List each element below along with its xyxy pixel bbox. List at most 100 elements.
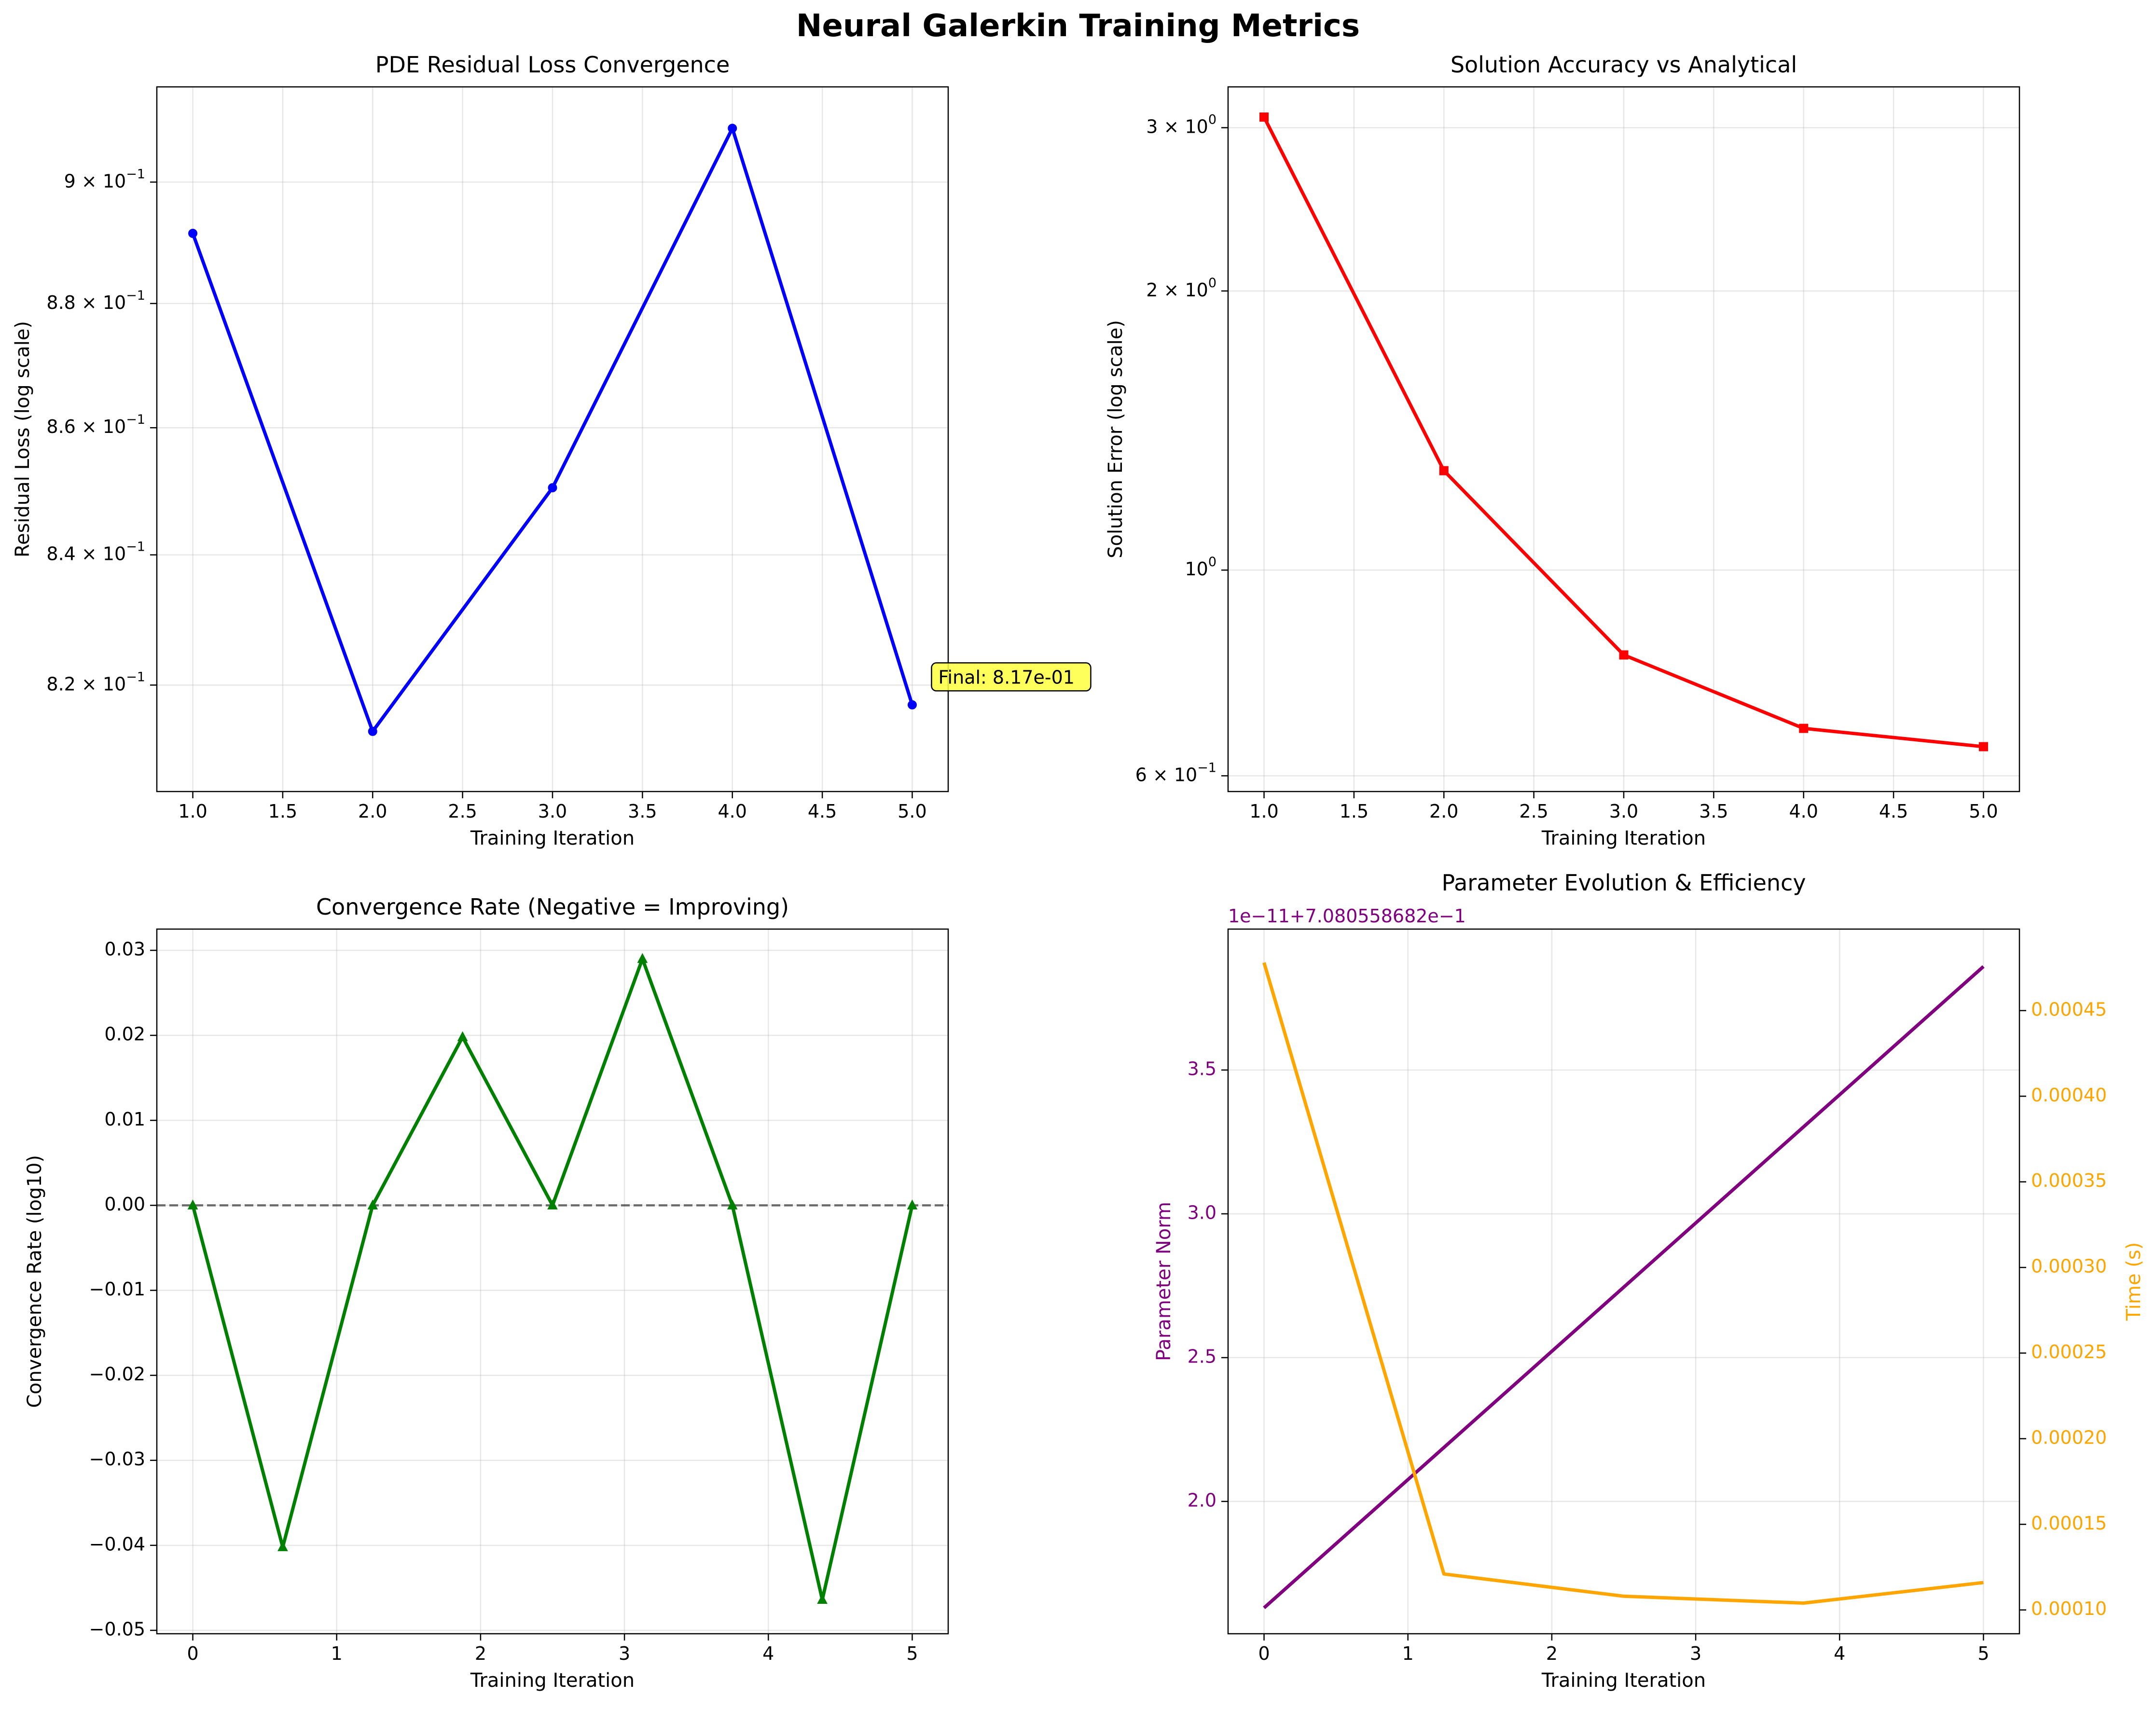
x-tick-label: 4.0 bbox=[1789, 801, 1818, 822]
residual-loss-chart: 1.0 1.5 2.0 2.5 3.0 3.5 4.0 4.5 5.08.2 × 10−18.4… bbox=[12, 52, 1092, 849]
data-point bbox=[547, 1199, 558, 1210]
y-right-axis-label: Time (s) bbox=[2123, 1242, 2145, 1321]
x-tick-label: 4 bbox=[1834, 1643, 1845, 1664]
data-point bbox=[1799, 723, 1809, 733]
figure-title: Neural Galerkin Training Metrics bbox=[796, 8, 1360, 44]
x-tick-label: 2.0 bbox=[1429, 801, 1458, 822]
x-tick-label: 5.0 bbox=[1969, 801, 1998, 822]
y-right-tick-label: 0.00035 bbox=[2031, 1170, 2107, 1191]
y-right-tick-label: 0.00015 bbox=[2031, 1513, 2107, 1534]
y-tick-label-exponent: −1 bbox=[126, 539, 145, 554]
y-tick-label-exponent: −1 bbox=[1197, 760, 1216, 775]
y-tick-label: 0.01 bbox=[104, 1109, 145, 1130]
x-tick-label: 5 bbox=[1977, 1643, 1989, 1664]
y-tick-label-exponent: −1 bbox=[126, 288, 145, 303]
x-axis-label: Training Iteration bbox=[470, 1669, 635, 1692]
y-tick-label: 0.02 bbox=[104, 1024, 145, 1045]
parameter-evolution-chart: 0 1 2 3 4 5 2.0 2.5 3.0 3.5 0.00010 0.00015 0.00020 0… bbox=[1153, 870, 2145, 1692]
data-point bbox=[728, 124, 737, 133]
x-axis-label: Training Iteration bbox=[1541, 1669, 1706, 1692]
y-tick-label: −0.01 bbox=[89, 1279, 145, 1300]
data-point bbox=[188, 229, 198, 238]
x-tick-label: 1.5 bbox=[268, 801, 297, 822]
y-tick-label: 0.03 bbox=[104, 939, 145, 960]
y-axis-label: Residual Loss (log scale) bbox=[12, 321, 34, 557]
y-tick-label: 8.6 × 10−1 bbox=[46, 412, 145, 437]
data-point bbox=[817, 1594, 828, 1604]
data-point bbox=[187, 1199, 198, 1210]
y-tick-label: 2.0 bbox=[1188, 1489, 1216, 1511]
y-right-tick-label: 0.00010 bbox=[2031, 1598, 2107, 1619]
chart-title: PDE Residual Loss Convergence bbox=[375, 52, 730, 78]
x-tick-label: 1.0 bbox=[1249, 801, 1278, 822]
data-point bbox=[367, 1199, 378, 1210]
x-tick-label: 3.5 bbox=[628, 801, 657, 822]
y-axis-label: Solution Error (log scale) bbox=[1105, 320, 1127, 558]
y-tick-label-base: 6 × 10 bbox=[1135, 764, 1198, 785]
x-tick-label: 3.0 bbox=[1609, 801, 1638, 822]
x-tick-label: 3.0 bbox=[538, 801, 567, 822]
y-tick-label-base: 8.8 × 10 bbox=[46, 292, 126, 313]
y-tick-label-exponent: 0 bbox=[1208, 112, 1216, 127]
x-tick-label: 1.0 bbox=[178, 801, 207, 822]
y-tick-label: −0.02 bbox=[89, 1363, 145, 1385]
x-tick-label: 4 bbox=[762, 1643, 774, 1664]
y-right-tick-label: 0.00045 bbox=[2031, 999, 2107, 1020]
y-tick-label-exponent: 0 bbox=[1208, 275, 1216, 290]
data-point bbox=[1619, 650, 1629, 660]
series-line-0 bbox=[1263, 965, 1985, 1609]
x-tick-label: 2.0 bbox=[358, 801, 387, 822]
x-tick-label: 2.5 bbox=[1519, 801, 1548, 822]
chart-title: Solution Accuracy vs Analytical bbox=[1451, 52, 1797, 78]
y-tick-label: 6 × 10−1 bbox=[1135, 760, 1216, 785]
x-tick-label: 0 bbox=[1258, 1643, 1270, 1664]
x-tick-label: 2 bbox=[1546, 1643, 1558, 1664]
y-tick-label: 2 × 100 bbox=[1146, 275, 1216, 300]
x-axis-label: Training Iteration bbox=[1541, 827, 1706, 849]
x-tick-label: 5 bbox=[906, 1643, 918, 1664]
convergence-rate-chart: 0 1 2 3 4 5 −0.05 −0.04 −0.03 −0.02 −0.01 0.00 0.01 0… bbox=[24, 894, 949, 1692]
y-axis-label: Convergence Rate (log10) bbox=[24, 1155, 46, 1408]
x-tick-label: 2.5 bbox=[448, 801, 477, 822]
y-tick-label: 3.0 bbox=[1188, 1202, 1216, 1223]
y-tick-label: 9 × 10−1 bbox=[64, 167, 145, 192]
y-tick-label-base: 8.6 × 10 bbox=[46, 416, 126, 437]
x-tick-label: 2 bbox=[475, 1643, 486, 1664]
chart-title: Convergence Rate (Negative = Improving) bbox=[316, 894, 789, 920]
y-right-tick-label: 0.00030 bbox=[2031, 1256, 2107, 1277]
y-tick-label-exponent: 0 bbox=[1208, 555, 1216, 570]
y-tick-label-base: 2 × 10 bbox=[1146, 279, 1208, 300]
chart-title: Parameter Evolution & Efficiency bbox=[1441, 870, 1806, 896]
x-tick-label: 4.5 bbox=[1879, 801, 1908, 822]
series-line-0 bbox=[191, 957, 914, 1602]
data-point bbox=[727, 1199, 738, 1210]
y-tick-label-exponent: −1 bbox=[126, 669, 145, 684]
y-tick-label: 8.8 × 10−1 bbox=[46, 288, 145, 313]
plot-frame bbox=[156, 928, 949, 1635]
y-axis-label: Parameter Norm bbox=[1153, 1202, 1175, 1361]
solution-error-chart: 1.0 1.5 2.0 2.5 3.0 3.5 4.0 4.5 5.06 × 10−11002 … bbox=[1105, 52, 2020, 849]
y-tick-label: 100 bbox=[1185, 555, 1216, 580]
data-point bbox=[907, 700, 917, 709]
data-point bbox=[548, 483, 557, 493]
y-tick-label-base: 10 bbox=[1185, 558, 1208, 580]
data-point bbox=[368, 726, 377, 736]
y-tick-label-exponent: −1 bbox=[126, 412, 145, 427]
y-tick-label: 8.4 × 10−1 bbox=[46, 539, 145, 564]
data-point bbox=[277, 1541, 288, 1551]
y-tick-label: 0.00 bbox=[104, 1194, 145, 1215]
data-point bbox=[1439, 466, 1449, 475]
y-tick-label-exponent: −1 bbox=[126, 167, 145, 181]
data-point bbox=[457, 1031, 468, 1042]
y-tick-label: −0.05 bbox=[89, 1618, 145, 1640]
y-offset-text: 1e−11+7.080558682e−1 bbox=[1228, 905, 1466, 927]
y-right-tick-label: 0.00025 bbox=[2031, 1341, 2107, 1362]
y-tick-label: −0.03 bbox=[89, 1448, 145, 1470]
y-tick-label-base: 3 × 10 bbox=[1146, 116, 1208, 137]
final-value-annotation: Final: 8.17e-01 bbox=[938, 667, 1075, 688]
plot-frame bbox=[1227, 928, 2020, 1635]
y-tick-label: 3.5 bbox=[1188, 1058, 1216, 1080]
x-tick-label: 3 bbox=[619, 1643, 630, 1664]
x-tick-label: 1 bbox=[331, 1643, 343, 1664]
